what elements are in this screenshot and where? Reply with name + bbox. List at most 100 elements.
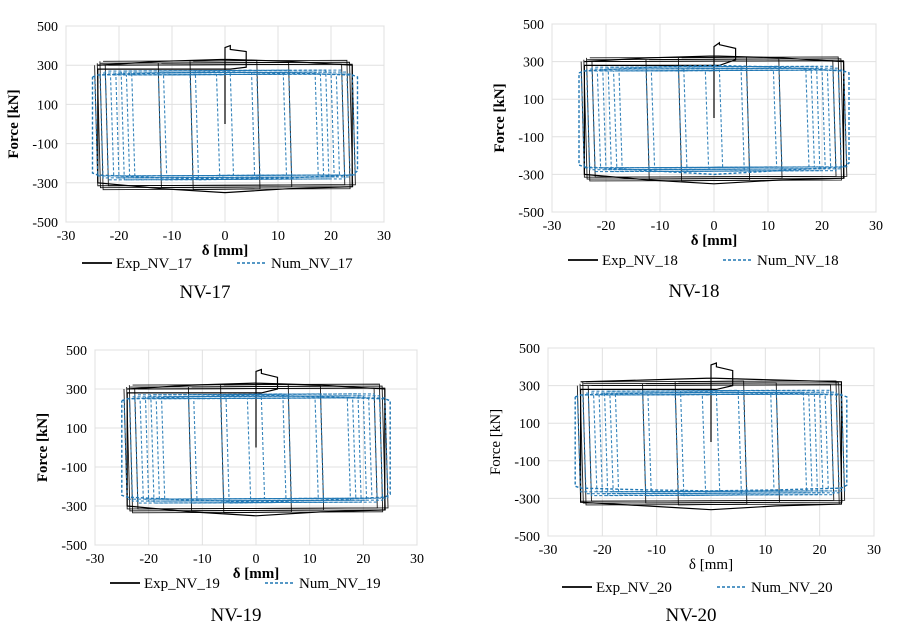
legend: Exp_NV_19 Num_NV_19 <box>110 576 381 592</box>
series-numerical <box>578 64 850 176</box>
series-numerical <box>121 393 391 504</box>
legend-label: Num_NV_19 <box>299 576 381 592</box>
x-tick-label: -30 <box>86 552 105 567</box>
series-cycle <box>701 393 721 493</box>
y-tick-label: -300 <box>518 168 544 183</box>
y-tick-label: 100 <box>519 417 540 432</box>
series-cycle <box>645 65 783 173</box>
x-axis-label: δ [mm] <box>691 233 738 249</box>
series-cycle <box>587 389 835 497</box>
series-cycle <box>602 67 826 171</box>
y-tick-label: -500 <box>61 539 87 554</box>
legend-label: Num_NV_20 <box>751 580 833 596</box>
series-cycle <box>128 395 384 502</box>
y-tick-label: 100 <box>66 422 87 437</box>
x-tick-label: 10 <box>761 219 775 234</box>
legend-label: Num_NV_18 <box>757 253 839 269</box>
y-tick-label: -500 <box>518 206 544 221</box>
series-cycle <box>157 69 293 181</box>
y-tick-label: -100 <box>32 138 58 153</box>
series-cycle <box>194 69 256 181</box>
legend-label: Exp_NV_20 <box>596 580 672 596</box>
y-tick-label: -100 <box>61 461 87 476</box>
y-tick-label: 300 <box>66 383 87 398</box>
x-tick-label: 0 <box>708 543 715 558</box>
x-tick-label: 20 <box>324 229 338 244</box>
panel-caption: NV-19 <box>210 605 261 626</box>
series-cycle <box>94 73 356 177</box>
x-tick-label: -10 <box>163 229 182 244</box>
series-cycle <box>144 395 368 502</box>
y-tick-label: 100 <box>37 98 58 113</box>
x-tick-label: 30 <box>869 219 883 234</box>
series-cycle <box>704 69 724 169</box>
series-numerical <box>91 69 359 181</box>
x-tick-label: 10 <box>303 552 317 567</box>
series-numerical <box>574 389 848 497</box>
x-tick-label: 10 <box>271 229 285 244</box>
y-tick-label: 100 <box>523 93 544 108</box>
y-tick-label: -500 <box>514 530 540 545</box>
x-tick-label: -10 <box>193 552 212 567</box>
y-tick-label: 500 <box>37 20 58 35</box>
legend: Exp_NV_18 Num_NV_18 <box>568 253 839 269</box>
x-tick-label: 30 <box>410 552 424 567</box>
y-tick-label: -300 <box>32 177 58 192</box>
x-tick-label: -30 <box>57 229 76 244</box>
series-cycle <box>598 391 824 495</box>
legend: Exp_NV_20 Num_NV_20 <box>562 580 833 596</box>
series-cycle <box>187 393 325 504</box>
series-cycle <box>674 391 748 495</box>
y-tick-label: 500 <box>519 342 540 357</box>
x-tick-label: -30 <box>543 219 562 234</box>
x-axis-label: δ [mm] <box>233 566 280 582</box>
series-cycle <box>587 384 835 502</box>
x-tick-label: -10 <box>651 219 670 234</box>
x-tick-label: 0 <box>711 219 718 234</box>
series-cycle <box>603 389 819 497</box>
series-cycle <box>677 56 751 182</box>
x-tick-label: -20 <box>110 229 129 244</box>
series-cycle <box>591 65 837 173</box>
y-tick-label: 300 <box>37 59 58 74</box>
x-tick-label: -30 <box>539 543 558 558</box>
legend-label: Exp_NV_19 <box>144 576 220 592</box>
series-cycle <box>576 393 846 493</box>
legend: Exp_NV_17 Num_NV_17 <box>82 256 353 272</box>
y-tick-label: 500 <box>66 344 87 359</box>
legend-label: Exp_NV_18 <box>602 253 678 269</box>
series-cycle <box>582 380 840 506</box>
y-tick-label: 300 <box>519 380 540 395</box>
x-axis-label: δ [mm] <box>689 557 733 573</box>
series-cycle <box>614 391 808 495</box>
series-line <box>580 362 842 511</box>
x-tick-label: -20 <box>597 219 616 234</box>
y-tick-label: 300 <box>523 56 544 71</box>
series-cycle <box>677 67 751 171</box>
y-axis-label: Force [kN] <box>492 83 508 152</box>
series-cycle <box>189 71 261 179</box>
x-tick-label: -20 <box>139 552 158 567</box>
x-tick-label: 20 <box>356 552 370 567</box>
y-tick-label: -100 <box>518 131 544 146</box>
y-axis-label: Force [kN] <box>488 409 504 475</box>
x-tick-label: 0 <box>253 552 260 567</box>
y-tick-label: 500 <box>523 18 544 33</box>
series-cycle <box>162 73 288 177</box>
series-cycle <box>225 393 287 504</box>
series-cycle <box>246 397 266 500</box>
x-tick-label: 30 <box>377 229 391 244</box>
x-tick-label: 10 <box>758 543 772 558</box>
y-tick-label: -300 <box>61 500 87 515</box>
series-cycle <box>613 69 816 169</box>
panel-caption: NV-18 <box>668 281 719 302</box>
x-tick-label: 20 <box>815 219 829 234</box>
series-cycle <box>674 380 748 506</box>
series-cycle <box>680 389 742 497</box>
y-axis-label: Force [kN] <box>6 89 22 158</box>
series-cycle <box>607 65 821 173</box>
